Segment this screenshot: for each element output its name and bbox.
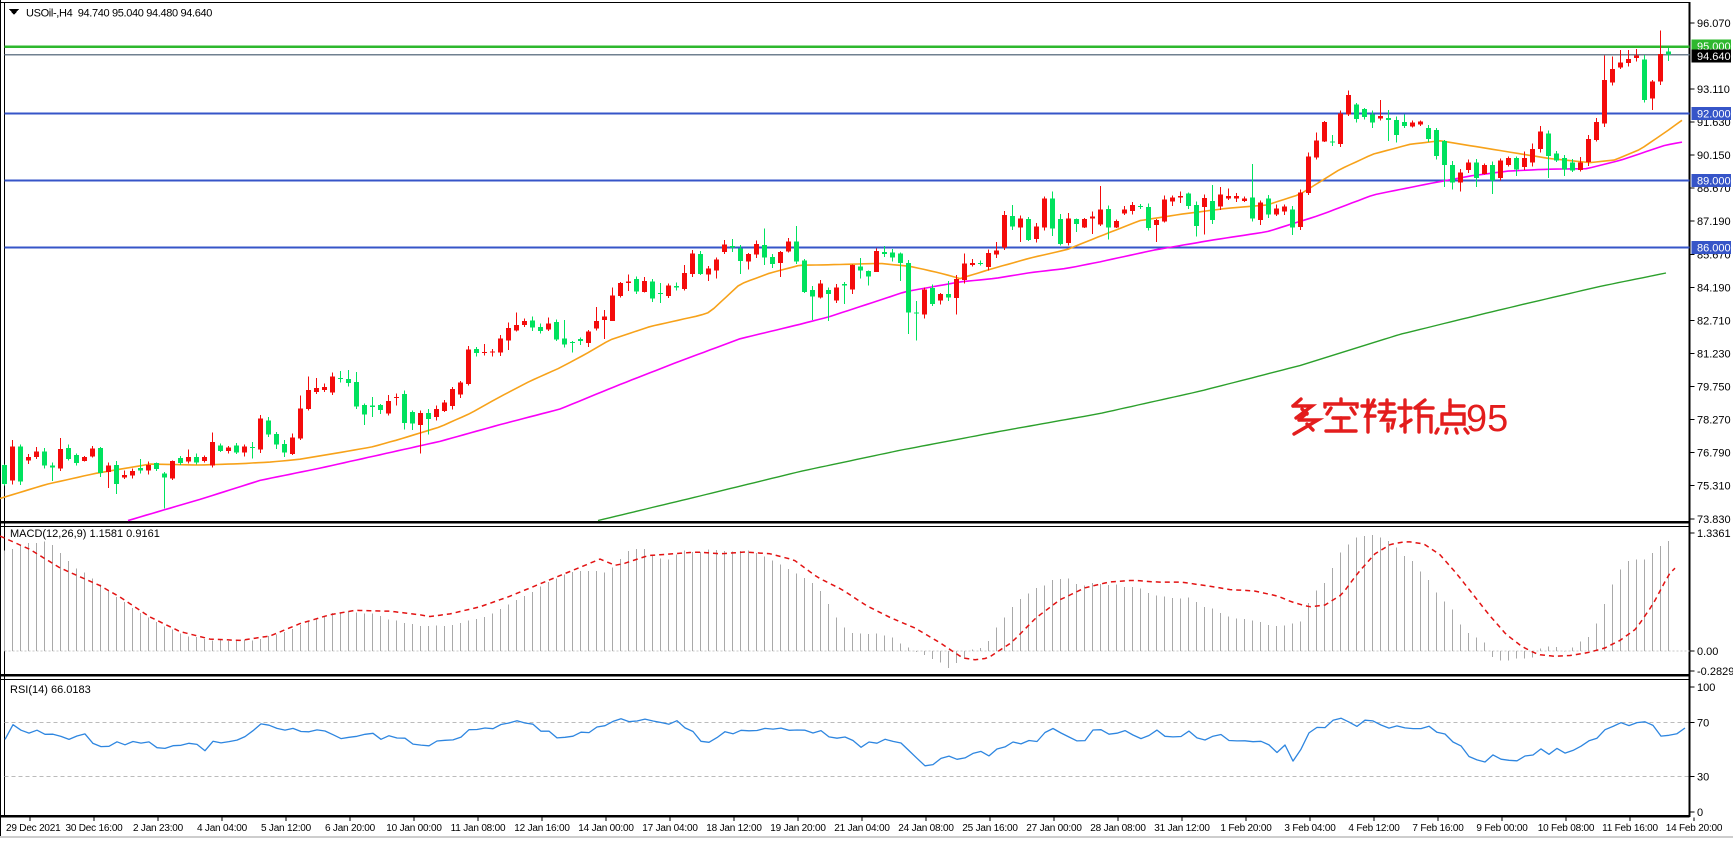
svg-text:92.000: 92.000 [1697,109,1731,121]
svg-text:76.790: 76.790 [1697,448,1731,460]
svg-text:USOil-,H4 94.740 95.040 94.48: USOil-,H4 94.740 95.040 94.480 94.640 [26,8,212,20]
svg-text:7 Feb 16:00: 7 Feb 16:00 [1412,823,1464,834]
svg-text:MACD(12,26,9) 1.1581 0.9161: MACD(12,26,9) 1.1581 0.9161 [10,528,160,540]
svg-text:89.000: 89.000 [1697,176,1731,188]
svg-text:2 Jan 23:00: 2 Jan 23:00 [133,823,184,834]
svg-text:90.150: 90.150 [1697,150,1731,162]
svg-text:11 Jan 08:00: 11 Jan 08:00 [451,823,506,834]
svg-text:0: 0 [1697,807,1703,819]
svg-text:3 Feb 04:00: 3 Feb 04:00 [1284,823,1336,834]
svg-text:4 Jan 04:00: 4 Jan 04:00 [197,823,248,834]
svg-text:94.640: 94.640 [1697,51,1731,63]
svg-text:100: 100 [1697,682,1715,694]
svg-text:70: 70 [1697,717,1709,729]
svg-text:21 Jan 04:00: 21 Jan 04:00 [834,823,890,834]
svg-text:82.710: 82.710 [1697,316,1731,328]
svg-text:84.190: 84.190 [1697,283,1731,295]
svg-text:79.750: 79.750 [1697,382,1731,394]
svg-text:6 Jan 20:00: 6 Jan 20:00 [325,823,376,834]
svg-text:14 Jan 00:00: 14 Jan 00:00 [578,823,634,834]
svg-text:0.00: 0.00 [1697,646,1718,658]
svg-text:1 Feb 20:00: 1 Feb 20:00 [1220,823,1272,834]
svg-text:73.830: 73.830 [1697,514,1731,526]
svg-text:9 Feb 00:00: 9 Feb 00:00 [1476,823,1528,834]
svg-text:81.230: 81.230 [1697,349,1731,361]
svg-text:19 Jan 20:00: 19 Jan 20:00 [770,823,826,834]
svg-text:14 Feb 20:00: 14 Feb 20:00 [1666,823,1723,834]
svg-text:87.190: 87.190 [1697,216,1731,228]
svg-text:28 Jan 08:00: 28 Jan 08:00 [1090,823,1146,834]
svg-text:10 Jan 00:00: 10 Jan 00:00 [386,823,442,834]
svg-text:11 Feb 16:00: 11 Feb 16:00 [1602,823,1658,834]
svg-text:86.000: 86.000 [1697,242,1731,254]
svg-text:31 Jan 12:00: 31 Jan 12:00 [1154,823,1210,834]
svg-text:-0.2829: -0.2829 [1697,666,1733,678]
svg-text:30: 30 [1697,772,1709,784]
svg-text:27 Jan 00:00: 27 Jan 00:00 [1026,823,1082,834]
svg-text:18 Jan 12:00: 18 Jan 12:00 [706,823,762,834]
svg-text:93.110: 93.110 [1697,84,1730,96]
svg-text:29 Dec 2021: 29 Dec 2021 [6,823,61,834]
svg-text:4 Feb 12:00: 4 Feb 12:00 [1348,823,1400,834]
svg-text:25 Jan 16:00: 25 Jan 16:00 [962,823,1018,834]
svg-text:75.310: 75.310 [1697,481,1731,493]
svg-text:24 Jan 08:00: 24 Jan 08:00 [898,823,954,834]
svg-text:95: 95 [1466,398,1508,440]
svg-text:1.3361: 1.3361 [1697,528,1731,540]
svg-text:96.070: 96.070 [1697,18,1731,30]
svg-text:30 Dec 16:00: 30 Dec 16:00 [65,823,123,834]
svg-text:12 Jan 16:00: 12 Jan 16:00 [514,823,570,834]
svg-text:5 Jan 12:00: 5 Jan 12:00 [261,823,312,834]
svg-text:10 Feb 08:00: 10 Feb 08:00 [1538,823,1595,834]
svg-text:78.270: 78.270 [1697,415,1731,427]
svg-text:RSI(14) 66.0183: RSI(14) 66.0183 [10,684,91,696]
svg-text:17 Jan 04:00: 17 Jan 04:00 [642,823,698,834]
